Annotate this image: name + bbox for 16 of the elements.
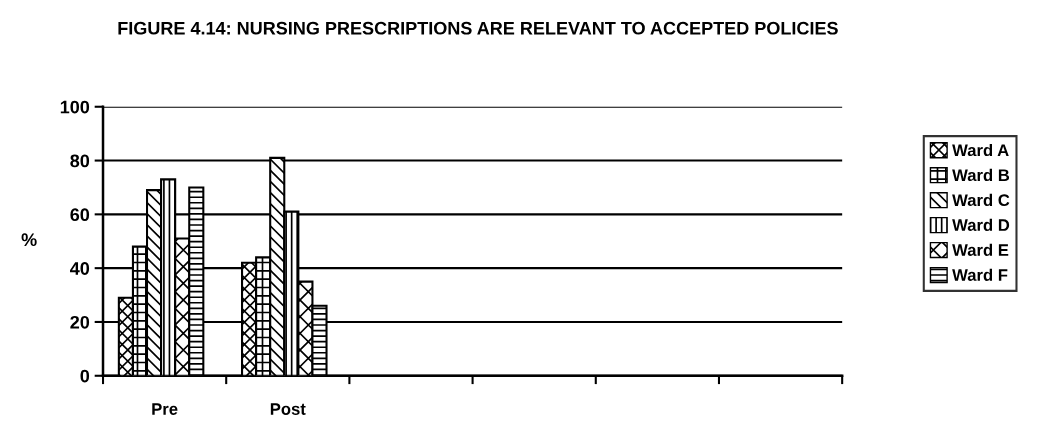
x-tick-label: Post: [270, 403, 306, 415]
y-tick-label: 100: [60, 100, 90, 114]
y-tick-label: 40: [70, 262, 90, 275]
y-tick-label: 60: [70, 208, 90, 222]
y-axis-title: %: [21, 233, 37, 247]
legend-label: Ward A: [952, 143, 1009, 157]
x-tick-label: Pre: [152, 403, 178, 415]
legend-label: Ward B: [952, 168, 1010, 182]
y-tick-label: 0: [80, 369, 90, 383]
legend-label: Ward C: [952, 193, 1010, 207]
legend-label: Ward E: [952, 243, 1009, 256]
chart-title: FIGURE 4.14: NURSING PRESCRIPTIONS ARE RELEVANT TO ACCEPTED POLICIES: [118, 21, 838, 35]
y-tick-label: 80: [70, 154, 90, 168]
y-tick-label: 20: [70, 315, 90, 329]
legend-label: Ward F: [952, 268, 1008, 281]
legend-label: Ward D: [952, 218, 1010, 231]
